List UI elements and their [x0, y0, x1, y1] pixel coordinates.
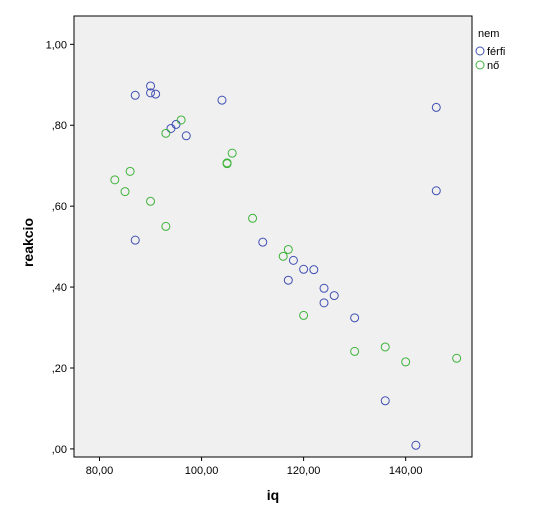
data-point-ferfi	[217, 95, 227, 105]
data-point-no	[110, 175, 120, 185]
y-tick-label: ,60	[52, 201, 67, 213]
data-point-ferfi	[350, 313, 360, 323]
data-point-ferfi	[329, 291, 339, 301]
y-axis: ,00 ,20 ,40 ,60 ,80 1,00	[46, 39, 74, 456]
data-point-ferfi	[319, 298, 329, 308]
legend: nem férfi nő	[475, 28, 505, 72]
plot-area	[73, 15, 473, 458]
data-point-no	[227, 148, 237, 158]
data-point-ferfi	[319, 283, 329, 293]
data-point-no	[401, 357, 411, 367]
data-point-no	[350, 346, 360, 356]
data-point-ferfi	[299, 264, 309, 274]
data-point-no	[161, 128, 171, 138]
data-point-no	[299, 310, 309, 320]
x-tick-label: 140,00	[389, 465, 423, 477]
x-tick-label: 100,00	[185, 465, 219, 477]
data-point-ferfi	[181, 131, 191, 141]
data-point-no	[120, 187, 130, 197]
y-tick-label: 1,00	[46, 39, 67, 51]
data-point-ferfi	[146, 88, 156, 98]
data-point-ferfi	[431, 186, 441, 196]
y-tick-label: ,40	[52, 282, 67, 294]
data-point-no	[146, 196, 156, 206]
data-point-ferfi	[258, 237, 268, 247]
data-point-no	[161, 221, 171, 231]
data-point-no	[283, 244, 293, 254]
data-point-ferfi	[283, 275, 293, 285]
data-point-ferfi	[309, 265, 319, 275]
data-point-no	[176, 115, 186, 125]
data-point-ferfi	[288, 255, 298, 265]
data-point-ferfi	[411, 440, 421, 450]
data-point-no	[125, 166, 135, 176]
y-axis-title: reakcio	[20, 218, 36, 267]
legend-title: nem	[478, 28, 499, 40]
data-point-ferfi	[151, 89, 161, 99]
data-point-ferfi	[146, 81, 156, 91]
data-point-ferfi	[130, 235, 140, 245]
data-point-ferfi	[171, 119, 181, 129]
x-axis: 80,00 100,00 120,00 140,00	[86, 457, 423, 477]
data-point-no	[278, 251, 288, 261]
data-point-ferfi	[431, 102, 441, 112]
data-point-no	[248, 213, 258, 223]
data-point-no	[380, 342, 390, 352]
data-point-no	[222, 159, 232, 169]
data-points	[110, 81, 462, 450]
legend-label: férfi	[487, 46, 505, 58]
legend-marker	[475, 60, 485, 70]
data-point-no	[452, 353, 462, 363]
legend-label: nő	[487, 60, 499, 72]
x-axis-title: iq	[267, 487, 279, 503]
y-tick-label: ,80	[52, 120, 67, 132]
data-point-ferfi	[380, 396, 390, 406]
y-tick-label: ,00	[52, 444, 67, 456]
x-tick-label: 120,00	[287, 465, 321, 477]
x-tick-label: 80,00	[86, 465, 114, 477]
data-point-ferfi	[130, 90, 140, 100]
y-tick-label: ,20	[52, 363, 67, 375]
legend-marker	[475, 46, 485, 56]
